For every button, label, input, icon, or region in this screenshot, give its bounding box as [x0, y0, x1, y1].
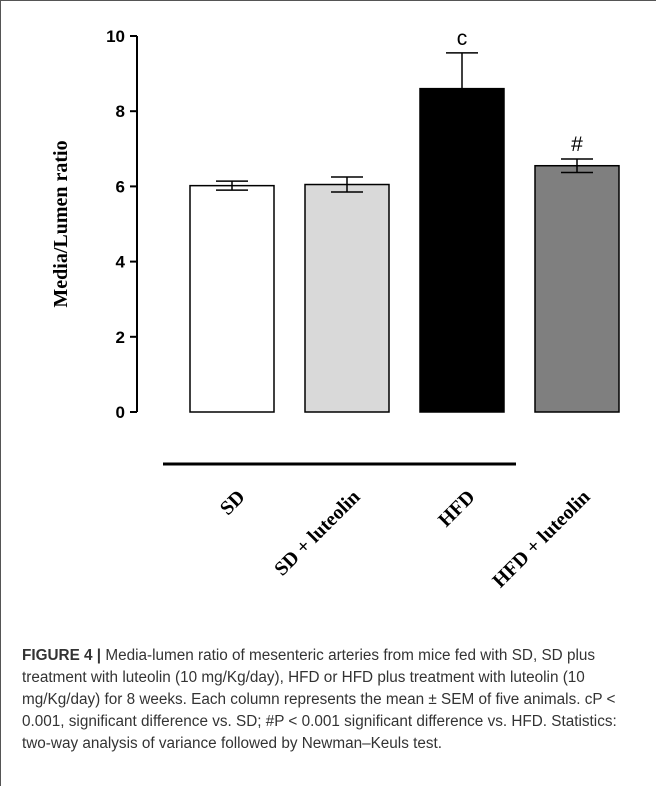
significance-marks: c#	[457, 27, 583, 156]
significance-mark: c	[457, 27, 468, 50]
bar	[534, 164, 620, 413]
x-tick-label: SD + luteolin	[270, 486, 364, 580]
caption-label: FIGURE 4 |	[22, 647, 102, 664]
bar	[189, 184, 275, 413]
y-tick-label: 2	[116, 328, 125, 347]
caption-text: Media-lumen ratio of mesenteric arteries…	[22, 647, 617, 752]
frame-edge	[0, 748, 1, 786]
x-tick-label: HFD	[434, 486, 479, 531]
error-bars	[216, 52, 593, 193]
y-tick-label: 6	[116, 177, 125, 196]
y-tick-label: 0	[116, 403, 125, 422]
bar	[419, 87, 505, 413]
x-tick-labels: SD SD + luteolin HFD HFD + luteolin	[216, 486, 595, 592]
bars	[189, 87, 620, 413]
bar	[304, 183, 390, 413]
y-tick-label: 4	[116, 253, 126, 272]
y-tick-label: 8	[116, 102, 125, 121]
figure-caption: FIGURE 4 | Media-lumen ratio of mesenter…	[22, 645, 642, 755]
y-axis: 0 2 4 6 8 10	[106, 27, 138, 422]
y-tick-label: 10	[106, 27, 125, 46]
significance-mark: #	[571, 133, 583, 156]
x-tick-label: SD	[216, 486, 250, 520]
y-axis-label: Media/Lumen ratio	[50, 140, 72, 307]
x-tick-label: HFD + luteolin	[488, 486, 594, 592]
